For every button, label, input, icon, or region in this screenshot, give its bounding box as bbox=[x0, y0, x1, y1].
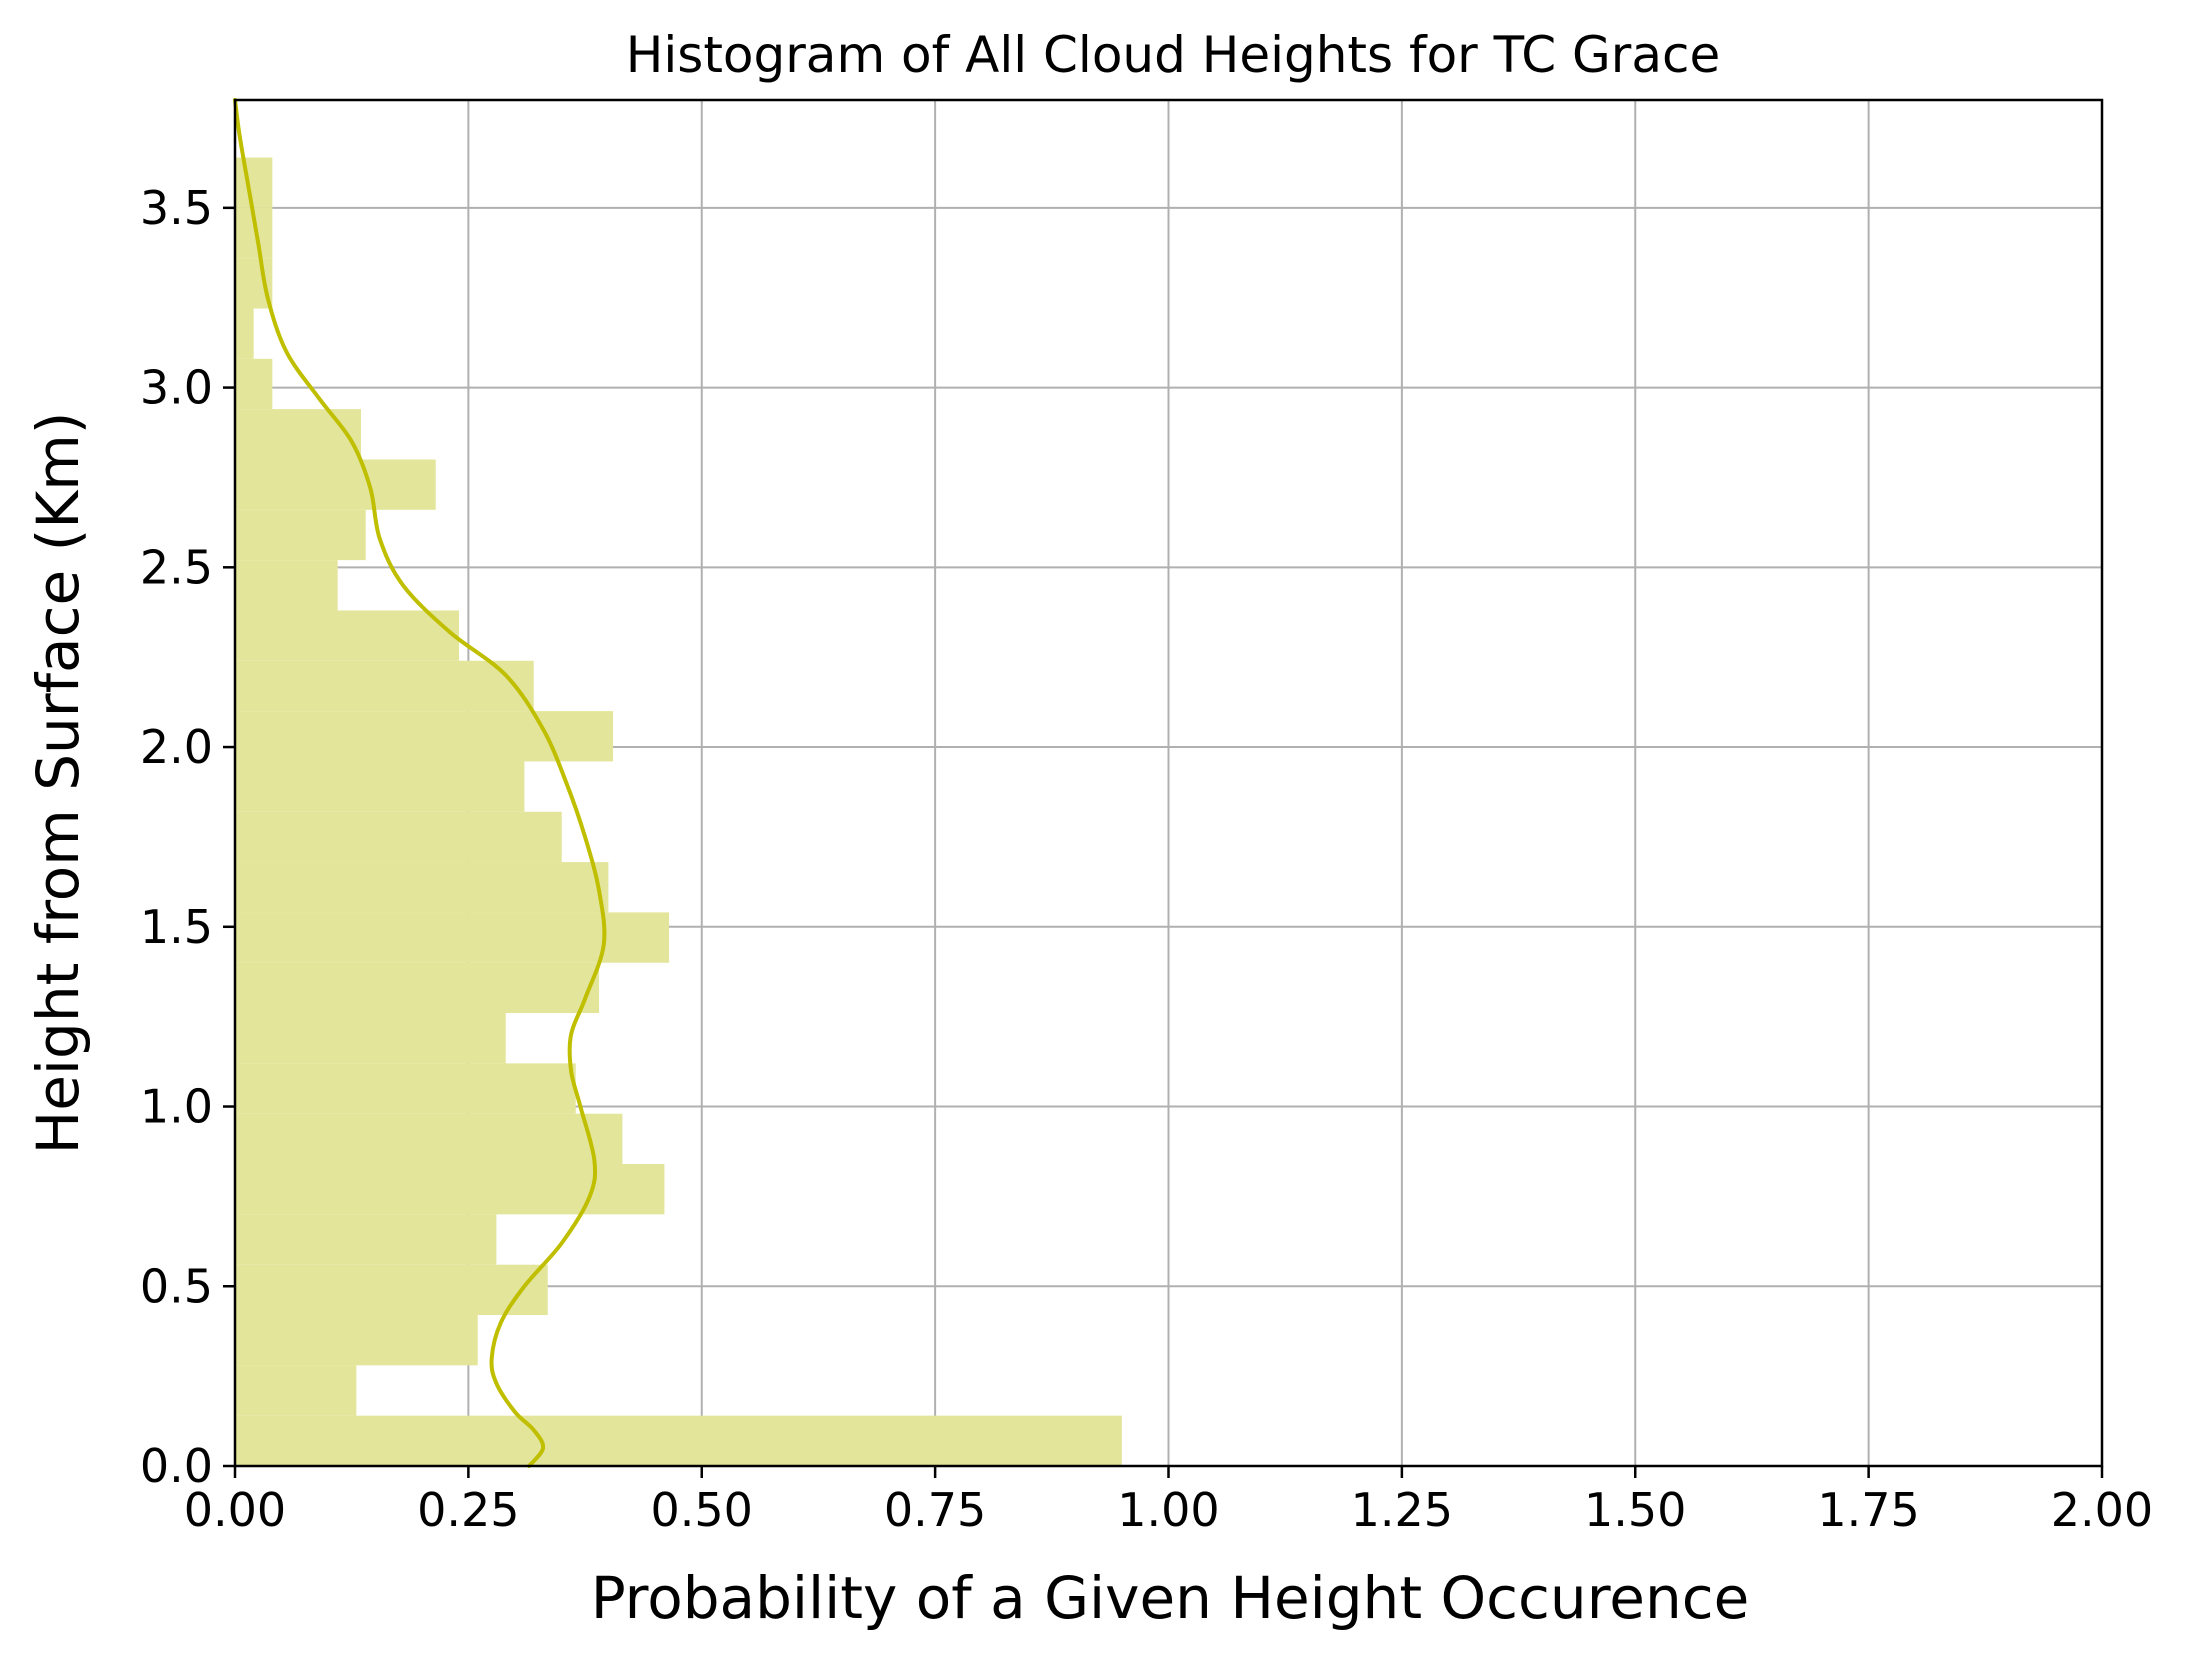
histogram-bar bbox=[235, 1214, 497, 1265]
histogram-bar bbox=[235, 1365, 357, 1416]
y-tick-label: 0.5 bbox=[140, 1259, 213, 1313]
x-tick-label: 1.25 bbox=[1351, 1483, 1453, 1537]
y-tick-label: 3.0 bbox=[140, 361, 213, 415]
histogram-bar bbox=[235, 761, 525, 812]
histogram-bar bbox=[235, 1264, 548, 1316]
kde-curve-group bbox=[233, 98, 607, 1468]
x-tick-label: 1.00 bbox=[1117, 1483, 1219, 1537]
x-tick-label: 0.25 bbox=[417, 1483, 519, 1537]
histogram-bar bbox=[235, 459, 436, 510]
x-axis-label: Probability of a Given Height Occurence bbox=[591, 1564, 1750, 1632]
histogram-bar bbox=[235, 509, 366, 561]
histogram-bar bbox=[235, 157, 273, 208]
y-tick-label: 0.0 bbox=[140, 1439, 213, 1493]
y-tick-label: 2.5 bbox=[140, 540, 213, 594]
histogram-bar bbox=[235, 308, 254, 359]
histogram-bar bbox=[235, 1415, 1122, 1466]
histogram-bar bbox=[235, 1315, 478, 1366]
axis-ticks: 0.00 0.25 0.50 0.75 1.00 1.25 1.50 1.75 2.00 0.0 0… bbox=[140, 181, 2153, 1537]
histogram-bar bbox=[235, 358, 273, 410]
y-tick-label: 1.5 bbox=[140, 900, 213, 954]
histogram-bar bbox=[235, 660, 534, 712]
y-tick-label: 2.0 bbox=[140, 720, 213, 774]
histogram-bar bbox=[235, 811, 562, 863]
histogram-bar bbox=[235, 912, 670, 963]
x-tick-label: 2.00 bbox=[2051, 1483, 2153, 1537]
histogram-bar bbox=[235, 1063, 576, 1114]
x-tick-label: 1.75 bbox=[1817, 1483, 1919, 1537]
y-tick-label: 3.5 bbox=[140, 181, 213, 235]
y-tick-label: 1.0 bbox=[140, 1080, 213, 1134]
kde-curve bbox=[233, 98, 607, 1468]
histogram-bar bbox=[235, 560, 338, 611]
histogram-bar bbox=[235, 962, 600, 1014]
histogram-bar bbox=[235, 1013, 506, 1064]
histogram-bar bbox=[235, 610, 460, 661]
chart-title: Histogram of All Cloud Heights for TC Gr… bbox=[626, 26, 1720, 84]
histogram-bar bbox=[235, 1113, 623, 1165]
x-tick-label: 1.50 bbox=[1584, 1483, 1686, 1537]
histogram-bar bbox=[235, 1164, 665, 1215]
histogram-bar bbox=[235, 409, 362, 460]
x-tick-label: 0.00 bbox=[184, 1483, 286, 1537]
histogram-bar bbox=[235, 711, 614, 762]
x-tick-label: 0.50 bbox=[651, 1483, 753, 1537]
x-tick-label: 0.75 bbox=[884, 1483, 986, 1537]
histogram-bar bbox=[235, 862, 609, 913]
y-axis-label: Height from Surface (Km) bbox=[24, 412, 92, 1155]
histogram-bars bbox=[235, 157, 1122, 1466]
